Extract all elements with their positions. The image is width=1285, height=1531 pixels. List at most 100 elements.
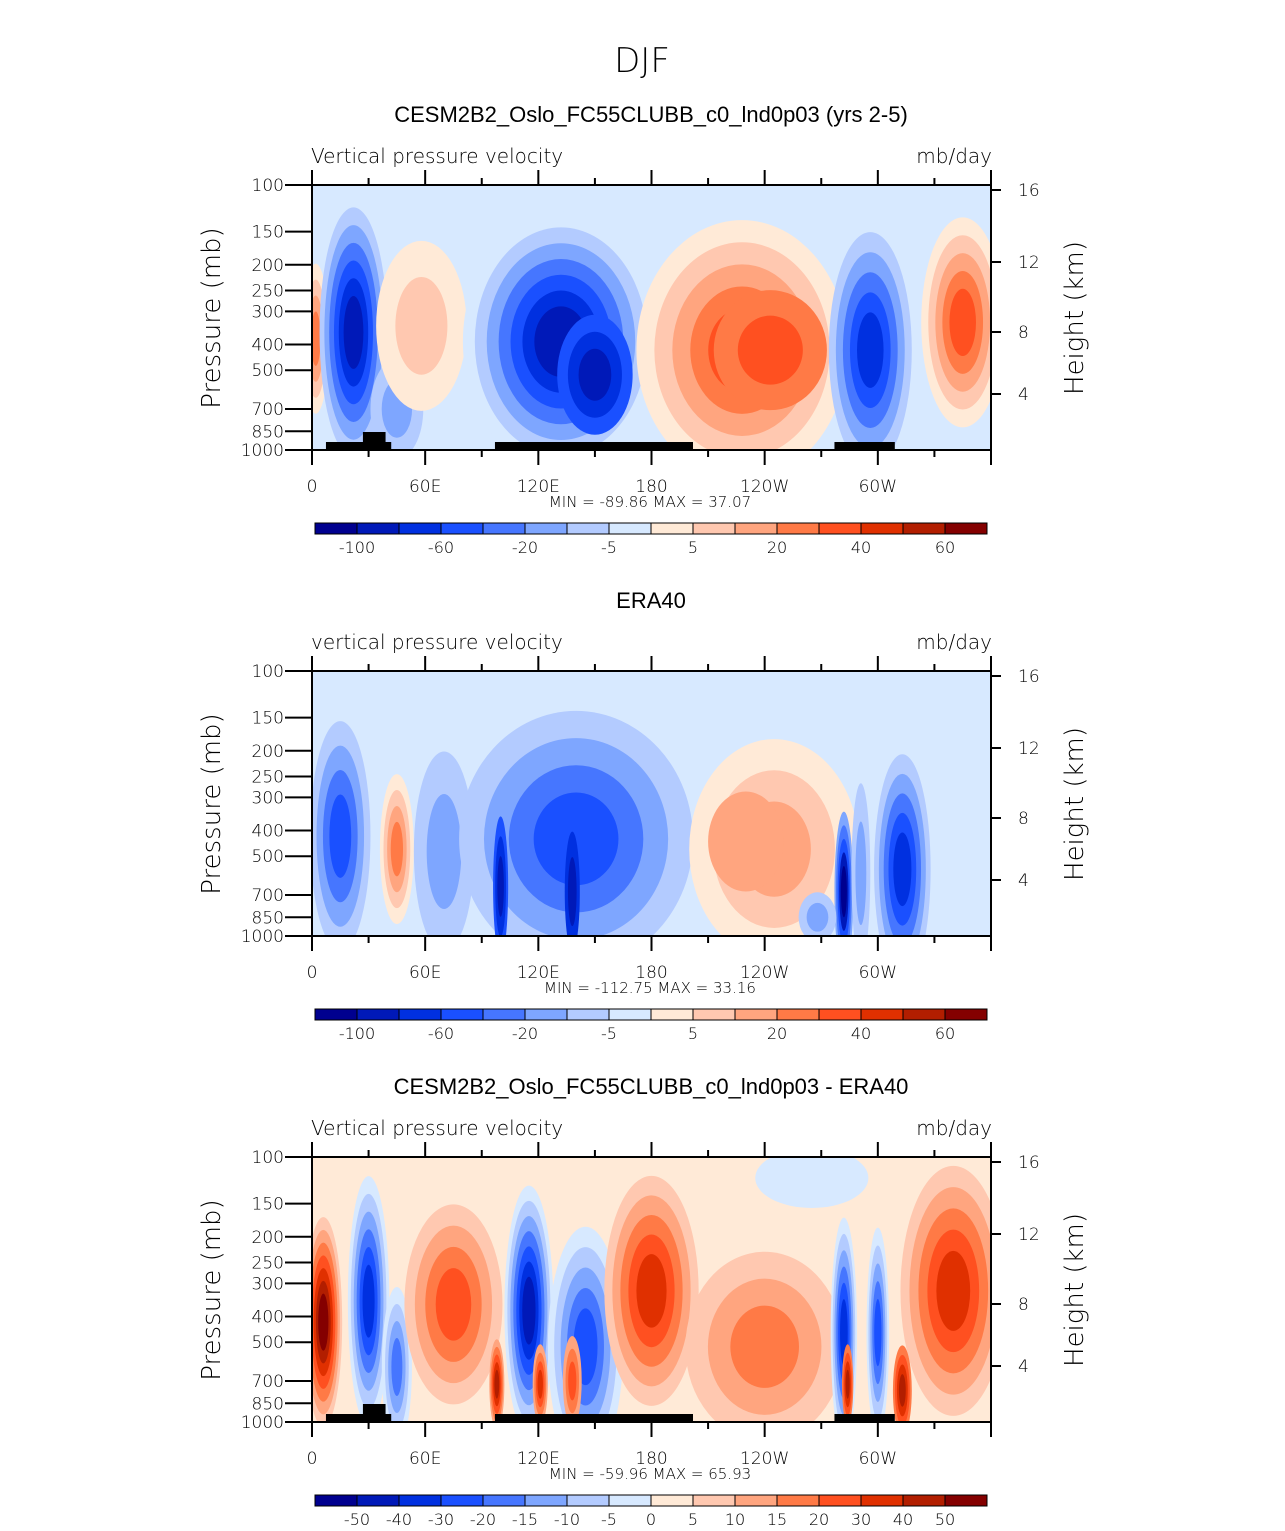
colorbar-swatch xyxy=(650,1494,694,1507)
colorbar-swatch xyxy=(818,522,862,535)
colorbar-swatch xyxy=(818,1008,862,1021)
y-tick-label: 1000 xyxy=(241,1413,284,1433)
contour-region xyxy=(857,312,884,388)
colorbar-label: -15 xyxy=(512,1510,538,1529)
colorbar-swatch xyxy=(734,1008,778,1021)
colorbar-swatch xyxy=(524,522,568,535)
colorbar-swatch xyxy=(398,1494,442,1507)
y-tick-label: 300 xyxy=(252,1274,284,1294)
x-tick-label: 180 xyxy=(635,963,667,983)
contour-region xyxy=(730,1305,799,1388)
contour-region xyxy=(522,1276,536,1345)
y-tick-label: 1000 xyxy=(241,441,284,461)
contour-region xyxy=(390,821,404,877)
contour-region xyxy=(537,1369,543,1399)
colorbar-swatch xyxy=(524,1008,568,1021)
contour-region xyxy=(395,276,448,375)
x-tick-label: 60E xyxy=(409,1449,441,1469)
colorbar-label: 40 xyxy=(893,1510,913,1529)
min-max-stats: MIN = -59.96 MAX = 65.93 xyxy=(549,1465,751,1483)
y-tick-label: 400 xyxy=(252,822,284,842)
x-tick-label: 120W xyxy=(740,963,789,983)
contour-region xyxy=(845,1369,850,1399)
y-axis-label: Pressure (mb) xyxy=(197,227,227,408)
x-tick-label: 60E xyxy=(409,963,441,983)
x-tick-label: 180 xyxy=(635,477,667,497)
y2-tick-label: 12 xyxy=(1018,1225,1040,1245)
x-tick-label: 120E xyxy=(517,963,560,983)
land-mask xyxy=(362,432,386,450)
y-tick-label: 200 xyxy=(252,1228,284,1248)
y-tick-label: 700 xyxy=(252,1372,284,1392)
colorbar-label: -20 xyxy=(512,538,538,557)
colorbar-swatch xyxy=(566,1008,610,1021)
colorbar-swatch xyxy=(314,522,358,535)
colorbar-swatch xyxy=(650,1008,694,1021)
contour-region xyxy=(898,1374,906,1407)
land-mask xyxy=(494,1414,693,1422)
colorbar-swatch xyxy=(566,522,610,535)
colorbar-swatch xyxy=(566,1494,610,1507)
y2-tick-label: 16 xyxy=(1018,1153,1040,1173)
colorbar-label: -5 xyxy=(601,1510,617,1529)
land-mask xyxy=(362,1404,386,1422)
colorbar-swatch xyxy=(902,1494,946,1507)
contour-region xyxy=(435,1268,472,1341)
colorbar-swatch xyxy=(776,1008,820,1021)
colorbar-swatch xyxy=(482,522,526,535)
colorbar-label: -60 xyxy=(428,538,454,557)
colorbar-swatch xyxy=(314,1008,358,1021)
x-tick-label: 60W xyxy=(859,1449,897,1469)
x-tick-label: 60W xyxy=(859,477,897,497)
y2-axis-label: Height (km) xyxy=(1060,1213,1090,1367)
colorbar-label: 5 xyxy=(688,1024,698,1043)
colorbar-label: -100 xyxy=(339,538,375,557)
colorbar-swatch xyxy=(860,1494,904,1507)
y2-tick-label: 12 xyxy=(1018,253,1040,273)
contour-region xyxy=(874,1299,882,1367)
colorbar-label: -20 xyxy=(512,1024,538,1043)
colorbar-swatch xyxy=(734,522,778,535)
contour-region xyxy=(755,1157,869,1208)
colorbar-swatch xyxy=(398,522,442,535)
contour-region xyxy=(426,794,462,910)
y-tick-label: 500 xyxy=(252,361,284,381)
colorbar-swatch xyxy=(944,522,988,535)
y2-tick-label: 4 xyxy=(1018,871,1029,891)
y2-tick-label: 4 xyxy=(1018,1357,1029,1377)
colorbar-swatch xyxy=(398,1008,442,1021)
colorbar-swatch xyxy=(650,522,694,535)
x-tick-label: 180 xyxy=(635,1449,667,1469)
y-tick-label: 150 xyxy=(252,223,284,243)
min-max-stats: MIN = -89.86 MAX = 37.07 xyxy=(549,493,751,511)
colorbar-swatch xyxy=(944,1008,988,1021)
panel-2: ERA40 vertical pressure velocity mb/day 0 60… xyxy=(197,588,1090,1043)
land-mask xyxy=(834,442,895,450)
colorbar-label: -40 xyxy=(386,1510,412,1529)
land-mask xyxy=(325,442,392,450)
y2-axis-label: Height (km) xyxy=(1060,727,1090,881)
y-tick-label: 300 xyxy=(252,788,284,808)
contour-region xyxy=(840,866,847,918)
colorbar-label: 20 xyxy=(767,538,787,557)
colorbar-label: 15 xyxy=(767,1510,787,1529)
contour-region xyxy=(737,315,803,385)
colorbar-label: -5 xyxy=(601,538,617,557)
x-tick-label: 60W xyxy=(859,963,897,983)
y-tick-label: 850 xyxy=(252,422,284,442)
contour-region xyxy=(312,311,321,366)
colorbar-swatch xyxy=(356,522,400,535)
y-tick-label: 700 xyxy=(252,400,284,420)
colorbar-swatch xyxy=(818,1494,862,1507)
x-tick-label: 0 xyxy=(307,477,318,497)
colorbar-swatch xyxy=(440,522,484,535)
y-tick-label: 500 xyxy=(252,847,284,867)
contour-region xyxy=(533,792,619,886)
left-string: Vertical pressure velocity xyxy=(311,1116,563,1140)
colorbar-swatch xyxy=(356,1494,400,1507)
y2-tick-label: 16 xyxy=(1018,667,1040,687)
y-tick-label: 400 xyxy=(252,1308,284,1328)
y2-tick-label: 8 xyxy=(1018,323,1029,343)
contour-region xyxy=(391,1337,403,1396)
panel-title: CESM2B2_Oslo_FC55CLUBB_c0_lnd0p03 - ERA4… xyxy=(394,1074,909,1099)
